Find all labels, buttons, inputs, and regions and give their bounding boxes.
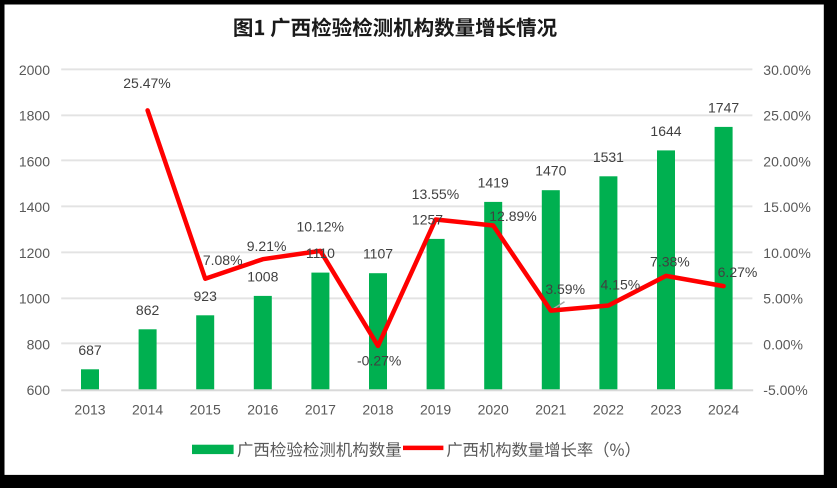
- svg-text:2019: 2019: [420, 402, 451, 418]
- svg-text:7.38%: 7.38%: [650, 254, 690, 270]
- svg-text:3.59%: 3.59%: [545, 281, 585, 297]
- svg-text:13.55%: 13.55%: [412, 186, 459, 202]
- svg-text:1008: 1008: [247, 268, 278, 284]
- svg-text:2022: 2022: [593, 402, 624, 418]
- svg-text:2014: 2014: [132, 402, 163, 418]
- svg-text:15.00%: 15.00%: [763, 199, 810, 215]
- svg-text:2017: 2017: [305, 402, 336, 418]
- svg-text:2024: 2024: [708, 402, 739, 418]
- svg-text:25.47%: 25.47%: [123, 75, 170, 91]
- svg-text:1747: 1747: [708, 99, 739, 115]
- svg-text:687: 687: [78, 342, 102, 358]
- svg-text:1531: 1531: [593, 149, 624, 165]
- svg-text:1419: 1419: [478, 174, 509, 190]
- svg-text:800: 800: [27, 337, 51, 353]
- svg-text:5.00%: 5.00%: [763, 291, 803, 307]
- svg-text:30.00%: 30.00%: [763, 62, 810, 78]
- svg-text:25.00%: 25.00%: [763, 108, 810, 124]
- svg-text:1600: 1600: [19, 154, 50, 170]
- svg-text:10.00%: 10.00%: [763, 245, 810, 261]
- svg-text:4.15%: 4.15%: [601, 277, 641, 293]
- svg-text:20.00%: 20.00%: [763, 154, 810, 170]
- svg-text:2015: 2015: [190, 402, 221, 418]
- svg-text:1644: 1644: [650, 123, 681, 139]
- svg-text:1000: 1000: [19, 291, 50, 307]
- svg-text:2013: 2013: [74, 402, 105, 418]
- svg-text:2000: 2000: [19, 62, 50, 78]
- svg-text:1470: 1470: [535, 163, 566, 179]
- svg-text:12.89%: 12.89%: [489, 208, 536, 224]
- svg-text:0.00%: 0.00%: [763, 337, 803, 353]
- svg-text:1110: 1110: [306, 245, 335, 261]
- svg-text:1800: 1800: [19, 108, 50, 124]
- svg-text:-0.27%: -0.27%: [357, 352, 401, 368]
- svg-text:2016: 2016: [247, 402, 278, 418]
- svg-text:2021: 2021: [535, 402, 566, 418]
- svg-text:2020: 2020: [478, 402, 509, 418]
- svg-text:923: 923: [194, 288, 218, 304]
- svg-text:1257: 1257: [412, 211, 443, 227]
- svg-text:1200: 1200: [19, 245, 50, 261]
- svg-text:2018: 2018: [362, 402, 393, 418]
- svg-text:1107: 1107: [363, 246, 393, 262]
- svg-text:600: 600: [27, 382, 51, 398]
- svg-text:10.12%: 10.12%: [296, 218, 343, 234]
- svg-text:862: 862: [136, 302, 160, 318]
- svg-text:2023: 2023: [650, 402, 681, 418]
- svg-text:9.21%: 9.21%: [247, 238, 287, 254]
- svg-text:-5.00%: -5.00%: [763, 382, 807, 398]
- svg-text:6.27%: 6.27%: [718, 264, 758, 280]
- svg-text:7.08%: 7.08%: [203, 252, 243, 268]
- svg-text:1400: 1400: [19, 199, 50, 215]
